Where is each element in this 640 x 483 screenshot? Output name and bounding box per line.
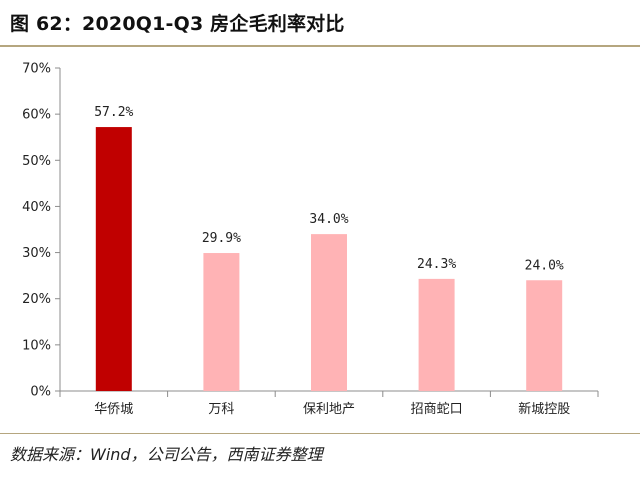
chart-bars	[95, 127, 563, 391]
data-label: 24.3%	[417, 257, 456, 272]
data-label: 34.0%	[309, 212, 348, 227]
source-note: 数据来源：Wind，公司公告，西南证券整理	[10, 445, 323, 464]
y-tick-label: 20%	[22, 292, 51, 307]
data-label: 57.2%	[94, 105, 133, 120]
x-tick-label: 华侨城	[94, 402, 133, 417]
y-tick-label: 30%	[22, 246, 51, 261]
bar	[95, 127, 132, 391]
figure-title: 图 62：2020Q1-Q3 房企毛利率对比	[10, 13, 345, 35]
y-tick-label: 10%	[22, 338, 51, 353]
chart-labels: 57.2% 华侨城 29.9% 万科 34.0% 保利地产 24.3% 招商蛇口 24.0% 新城…	[94, 105, 570, 417]
x-tick-label: 万科	[208, 402, 234, 417]
x-tick-label: 招商蛇口	[411, 402, 463, 417]
bar	[418, 278, 455, 391]
x-tick-label: 新城控股	[518, 401, 570, 417]
x-tick-label: 保利地产	[303, 402, 355, 417]
y-tick-label: 40%	[22, 200, 51, 215]
bar	[203, 253, 240, 391]
data-label: 29.9%	[202, 231, 241, 246]
y-tick-label: 50%	[22, 154, 51, 169]
bar	[526, 280, 563, 391]
y-tick-label: 60%	[22, 108, 51, 123]
y-tick-label: 0%	[30, 385, 51, 400]
source-rule	[0, 433, 640, 434]
data-label: 24.0%	[525, 258, 564, 273]
title-rule	[0, 45, 640, 47]
bar	[311, 234, 347, 391]
y-tick-label: 70%	[22, 62, 51, 77]
